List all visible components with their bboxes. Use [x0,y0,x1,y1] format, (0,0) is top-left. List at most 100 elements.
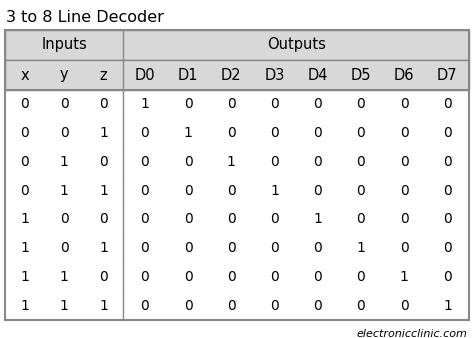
Text: 0: 0 [270,270,279,284]
Text: 0: 0 [313,126,322,140]
Text: D0: D0 [135,68,155,82]
Bar [5,60,469,90]
Text: 0: 0 [184,270,192,284]
Text: 3 to 8 Line Decoder: 3 to 8 Line Decoder [6,10,164,25]
Text: 1: 1 [400,270,409,284]
Text: 0: 0 [184,97,192,112]
Text: 0: 0 [356,126,365,140]
Text: 0: 0 [227,212,236,226]
Text: D1: D1 [178,68,199,82]
Text: 0: 0 [184,212,192,226]
Text: 0: 0 [99,97,108,112]
Text: 1: 1 [20,212,29,226]
Text: 0: 0 [60,126,69,140]
Text: Outputs: Outputs [267,38,326,52]
Text: 0: 0 [443,97,452,112]
Text: 0: 0 [313,299,322,313]
Text: 0: 0 [443,212,452,226]
Text: y: y [60,68,68,82]
Text: 0: 0 [20,184,29,198]
Text: 0: 0 [443,126,452,140]
Text: 0: 0 [99,155,108,169]
Text: 1: 1 [60,184,69,198]
Text: 0: 0 [313,270,322,284]
Text: 1: 1 [313,212,322,226]
Text: 0: 0 [141,184,149,198]
Text: 1: 1 [140,97,149,112]
Text: 0: 0 [20,97,29,112]
Text: 0: 0 [270,241,279,255]
Text: 0: 0 [356,184,365,198]
Text: 0: 0 [184,241,192,255]
Text: 0: 0 [60,97,69,112]
Text: 0: 0 [141,126,149,140]
Text: 0: 0 [141,212,149,226]
Text: 1: 1 [99,126,108,140]
Text: 0: 0 [270,155,279,169]
Text: D2: D2 [221,68,242,82]
Text: 1: 1 [227,155,236,169]
Text: 1: 1 [20,299,29,313]
Text: 0: 0 [400,126,409,140]
Text: 0: 0 [400,212,409,226]
Text: 0: 0 [184,184,192,198]
Text: 0: 0 [313,155,322,169]
Text: 0: 0 [270,126,279,140]
Text: 0: 0 [184,299,192,313]
Text: 0: 0 [227,126,236,140]
Text: 0: 0 [20,155,29,169]
Text: 1: 1 [270,184,279,198]
Text: 1: 1 [20,241,29,255]
Text: 0: 0 [356,155,365,169]
Text: 1: 1 [443,299,452,313]
Text: 0: 0 [356,270,365,284]
Text: 0: 0 [99,270,108,284]
Text: 0: 0 [270,97,279,112]
Bar [5,30,469,60]
Text: 0: 0 [443,184,452,198]
Text: 1: 1 [20,270,29,284]
Text: 0: 0 [443,155,452,169]
Text: 0: 0 [141,299,149,313]
Text: 0: 0 [227,270,236,284]
Text: 0: 0 [270,212,279,226]
Text: 0: 0 [356,97,365,112]
Text: 0: 0 [313,241,322,255]
Text: 0: 0 [400,97,409,112]
Text: 1: 1 [99,241,108,255]
Text: 0: 0 [400,299,409,313]
Text: 0: 0 [60,212,69,226]
Text: Inputs: Inputs [41,38,87,52]
Text: x: x [20,68,29,82]
Text: 0: 0 [443,270,452,284]
Text: D3: D3 [264,68,285,82]
Text: 1: 1 [99,184,108,198]
Text: 0: 0 [227,299,236,313]
Text: 0: 0 [141,155,149,169]
Text: 0: 0 [227,184,236,198]
Text: 0: 0 [313,184,322,198]
Text: 0: 0 [400,241,409,255]
Text: 0: 0 [400,184,409,198]
Text: 0: 0 [400,155,409,169]
Text: 0: 0 [356,299,365,313]
Bar [5,30,469,320]
Text: 0: 0 [99,212,108,226]
Text: D7: D7 [437,68,458,82]
Text: 1: 1 [60,155,69,169]
Text: 1: 1 [184,126,192,140]
Text: 1: 1 [356,241,365,255]
Text: z: z [100,68,108,82]
Text: D6: D6 [394,68,414,82]
Text: D4: D4 [308,68,328,82]
Text: electronicclinic.com: electronicclinic.com [356,329,467,338]
Text: 0: 0 [270,299,279,313]
Text: 0: 0 [356,212,365,226]
Text: D5: D5 [351,68,371,82]
Text: 0: 0 [313,97,322,112]
Text: 0: 0 [227,241,236,255]
Text: 0: 0 [60,241,69,255]
Text: 0: 0 [184,155,192,169]
Text: 1: 1 [99,299,108,313]
Text: 0: 0 [141,241,149,255]
